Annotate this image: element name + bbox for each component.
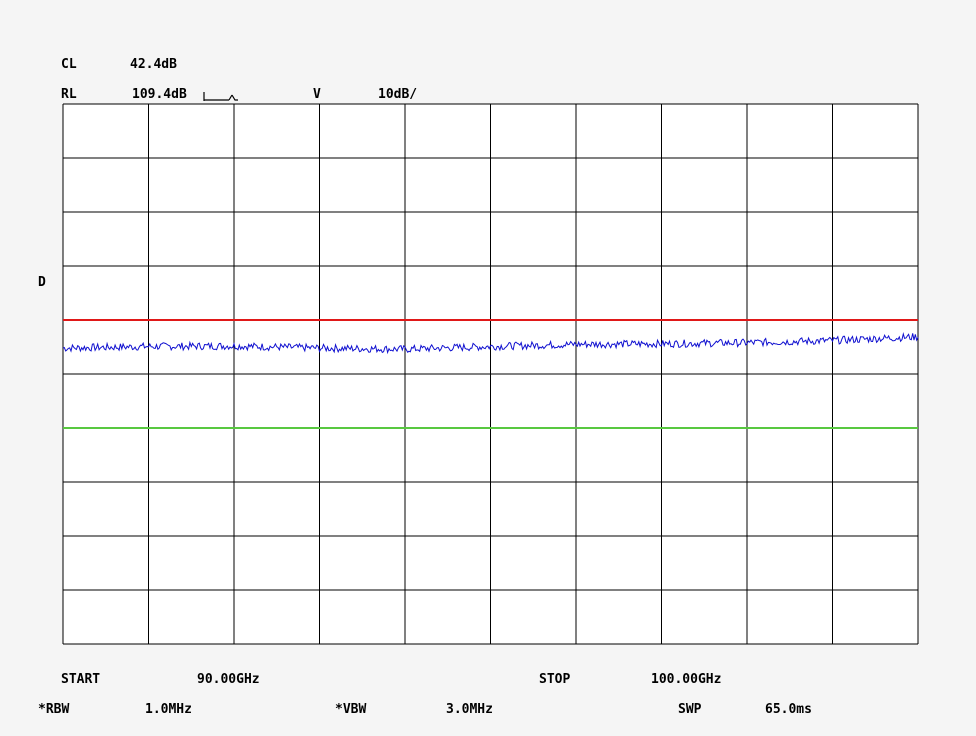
rl-marker-icon bbox=[203, 92, 238, 101]
swp-label: SWP bbox=[678, 702, 702, 717]
stop-label: STOP bbox=[539, 672, 571, 687]
cl-label: CL bbox=[61, 57, 77, 72]
vbw-value: 3.0MHz bbox=[446, 702, 493, 717]
trace-layer bbox=[62, 332, 919, 355]
v-label: V bbox=[313, 87, 321, 102]
swp-value: 65.0ms bbox=[765, 702, 812, 717]
scale-value: 10dB/ bbox=[378, 87, 418, 102]
rl-value: 109.4dB bbox=[132, 87, 187, 102]
cl-value: 42.4dB bbox=[130, 57, 177, 72]
rl-label: RL bbox=[61, 87, 77, 102]
start-label: START bbox=[61, 672, 101, 687]
grid bbox=[62, 103, 919, 645]
vbw-label: *VBW bbox=[335, 702, 367, 717]
limit-lines bbox=[63, 319, 918, 429]
rbw-label: *RBW bbox=[38, 702, 70, 717]
side-d-label: D bbox=[38, 275, 46, 290]
stop-value: 100.00GHz bbox=[651, 672, 722, 687]
start-value: 90.00GHz bbox=[197, 672, 260, 687]
rbw-value: 1.0MHz bbox=[145, 702, 192, 717]
spectrum-trace bbox=[62, 332, 919, 355]
